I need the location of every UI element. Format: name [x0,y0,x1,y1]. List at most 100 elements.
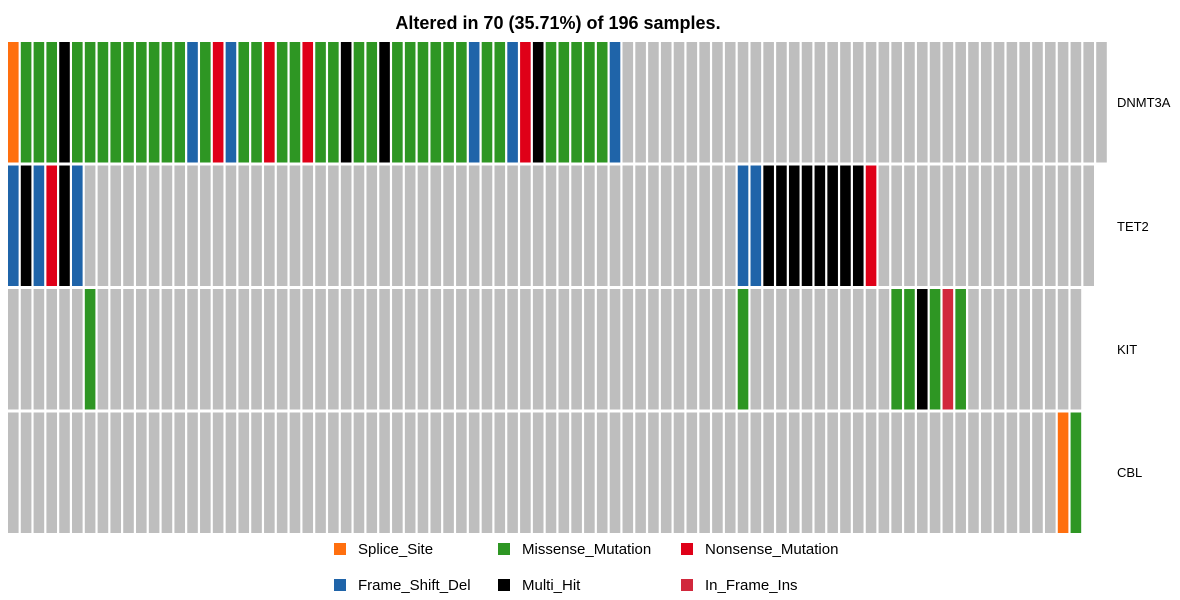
cell-none [929,412,941,533]
cell-none [136,412,147,533]
cell-none [852,289,864,410]
legend-item-splice-site: Splice_Site [334,539,433,559]
cell-none [33,412,45,533]
cell-frame-shift-del [609,42,621,163]
cell-none [161,289,173,410]
cell-none [571,289,582,410]
cell-none [110,412,122,533]
cell-none [852,42,864,163]
cell-none [840,42,851,163]
cell-none [1019,412,1030,533]
cell-none [891,42,902,163]
cell-none [929,165,941,286]
cell-missense-mutation [20,42,32,163]
cell-none [507,165,518,286]
cell-none [1057,289,1069,410]
cell-missense-mutation [417,42,429,163]
cell-missense-mutation [558,42,570,163]
cell-none [187,165,198,286]
cell-none [1044,165,1056,286]
oncoplot-grid [8,42,1107,533]
cell-none [532,165,544,286]
cell-none [852,412,864,533]
cell-none [289,165,301,286]
cell-missense-mutation [404,42,416,163]
cell-missense-mutation [110,42,122,163]
cell-none [878,165,890,286]
cell-none [660,289,672,410]
cell-missense-mutation [251,42,262,163]
cell-none [788,412,800,533]
cell-nonsense-mutation [46,165,58,286]
gene-label-cbl: CBL [1117,465,1143,480]
cell-none [289,412,301,533]
cell-none [532,412,544,533]
cell-none [468,165,480,286]
cell-none [110,289,122,410]
legend-swatch [334,543,346,555]
cell-none [238,165,250,286]
cell-missense-mutation [276,42,288,163]
cell-none [673,165,685,286]
cell-splice-site [1057,412,1069,533]
cell-none [878,42,890,163]
cell-none [520,412,531,533]
cell-multi-hit [788,165,800,286]
cell-none [174,165,186,286]
cell-none [136,165,147,286]
cell-multi-hit [827,165,838,286]
cell-multi-hit [20,165,32,286]
cell-none [686,289,698,410]
cell-none [392,412,403,533]
cell-none [520,289,531,410]
cell-none [404,289,416,410]
legend-swatch [681,543,693,555]
cell-none [366,289,378,410]
cell-multi-hit [840,165,851,286]
cell-frame-shift-del [72,165,83,286]
legend-label: Splice_Site [358,540,434,558]
cell-none [545,412,557,533]
cell-missense-mutation [315,42,326,163]
cell-none [968,42,979,163]
cell-none [712,412,723,533]
cell-none [1006,165,1018,286]
cell-none [955,165,966,286]
cell-none [366,165,378,286]
cell-none [724,42,736,163]
cell-none [1006,412,1018,533]
cell-missense-mutation [456,42,467,163]
legend-swatch [498,543,510,555]
cell-none [712,42,723,163]
cell-none [878,412,890,533]
cell-none [520,165,531,286]
cell-none [827,289,838,410]
cell-none [878,289,890,410]
cell-none [200,289,211,410]
cell-none [942,412,954,533]
cell-missense-mutation [955,289,966,410]
cell-none [417,289,429,410]
cell-none [942,165,954,286]
cell-frame-shift-del [187,42,198,163]
cell-none [993,42,1005,163]
gene-label-kit: KIT [1117,342,1138,357]
cell-none [686,412,698,533]
cell-none [1096,42,1107,163]
cell-none [59,412,70,533]
cell-multi-hit [59,165,70,286]
cell-none [46,412,58,533]
cell-none [660,42,672,163]
cell-missense-mutation [571,42,582,163]
cell-none [456,412,467,533]
cell-none [635,165,646,286]
cell-none [430,412,442,533]
cell-multi-hit [814,165,826,286]
cell-frame-shift-del [468,42,480,163]
cell-none [724,412,736,533]
cell-none [596,165,608,286]
cell-none [648,165,659,286]
legend-label: In_Frame_Ins [705,576,798,594]
legend-item-nonsense-mutation: Nonsense_Mutation [681,539,838,559]
cell-none [404,165,416,286]
